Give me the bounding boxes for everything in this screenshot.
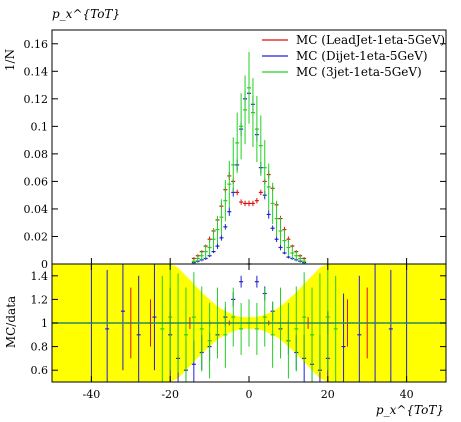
ratio-ytick-label: 0.8 xyxy=(31,341,49,354)
ratio-ytick-label: 1.2 xyxy=(31,293,49,306)
ratio-yticks: 0.6 0.8 1 1.2 1.4 xyxy=(31,270,446,377)
main-ytick-label: 0.14 xyxy=(24,65,49,78)
ratio-xlabel: p_x^{ToT} xyxy=(376,403,444,417)
ratio-xticks: -40 -20 0 20 40 xyxy=(83,258,414,401)
ratio-xtick-label: -40 xyxy=(83,388,101,401)
ratio-xtick-label: 0 xyxy=(246,388,253,401)
legend-label: MC (Dijet-1eta-5GeV) xyxy=(296,49,428,63)
ratio-panel: MC/data 0.6 0.8 1 1.2 1.4 -40 -20 0 20 40 p_x^{T… xyxy=(4,258,447,417)
ratio-xtick-label: 40 xyxy=(400,388,414,401)
main-ylabel: 1/N xyxy=(3,49,17,71)
main-ytick-label: 0.12 xyxy=(24,93,49,106)
main-ytick-label: 0.08 xyxy=(24,148,49,161)
ratio-ytick-label: 0.6 xyxy=(31,364,49,377)
main-ytick-label: 0.1 xyxy=(31,120,49,133)
main-ytick-label: 0.16 xyxy=(24,38,49,51)
legend: MC (LeadJet-1eta-5GeV) MC (Dijet-1eta-5Ge… xyxy=(262,33,445,79)
main-ytick-label: 0.02 xyxy=(24,230,49,243)
main-ytick-label: 0 xyxy=(41,258,48,271)
ratio-xtick-label: -20 xyxy=(161,388,179,401)
main-ytick-label: 0.06 xyxy=(24,175,49,188)
main-points-layer xyxy=(191,52,307,264)
ratio-xtick-label: 20 xyxy=(321,388,335,401)
ratio-ylabel: MC/data xyxy=(4,296,18,348)
main-ytick-label: 0.04 xyxy=(24,203,49,216)
main-yticks: 0 0.02 0.04 0.06 0.08 0.1 0.12 0.14 0.16 xyxy=(24,38,446,271)
main-panel: p_x^{ToT} 1/N 0 0.02 0.04 0.06 0.08 0.1 0.12 0.… xyxy=(3,7,447,271)
legend-label: MC (LeadJet-1eta-5GeV) xyxy=(296,33,445,47)
main-title: p_x^{ToT} xyxy=(52,7,120,21)
legend-label: MC (3jet-1eta-5GeV) xyxy=(296,65,422,79)
ratio-ytick-label: 1 xyxy=(41,317,48,330)
ratio-ytick-label: 1.4 xyxy=(31,270,49,283)
